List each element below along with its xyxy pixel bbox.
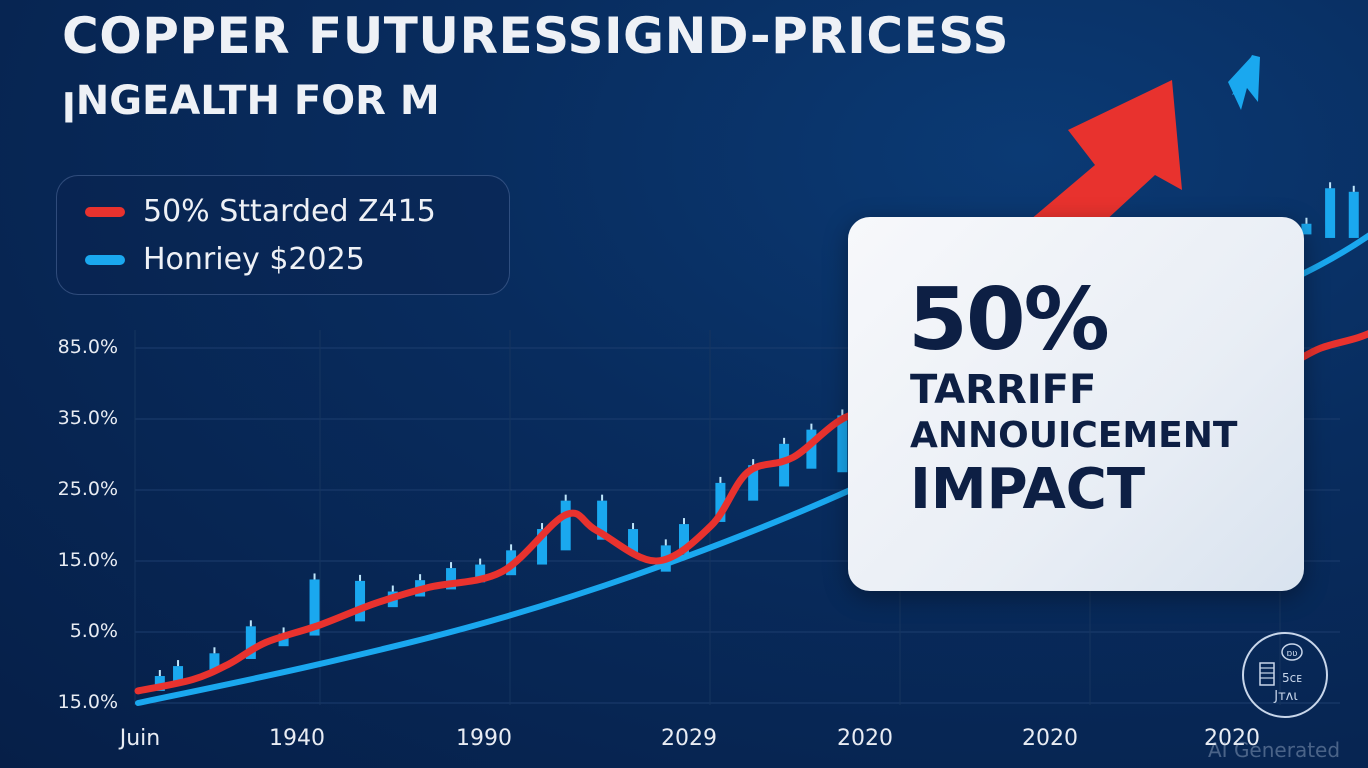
y-tick-label: 5.0%	[69, 620, 118, 642]
callout-line-3: IMPACT	[910, 457, 1146, 522]
legend-label: Honriey $2025	[143, 242, 365, 277]
bar-wick	[510, 544, 513, 551]
y-tick-label: 15.0%	[57, 691, 118, 713]
x-tick-label: 2020	[837, 726, 893, 751]
bar-wick	[541, 523, 544, 530]
bar	[679, 524, 689, 554]
bar-wick	[664, 539, 667, 546]
bar	[446, 568, 457, 590]
bar-wick	[158, 670, 161, 677]
bar-wick	[752, 459, 755, 466]
bar	[1301, 223, 1312, 235]
bar	[779, 443, 790, 487]
legend-swatch-red	[85, 206, 125, 217]
bar-wick	[249, 620, 252, 627]
bar	[748, 465, 759, 501]
bar	[355, 580, 366, 622]
bar	[806, 429, 817, 469]
bar-wick	[719, 476, 722, 483]
bar-wick	[213, 647, 216, 654]
bar-wick	[391, 585, 394, 592]
x-tick-label: Juin	[119, 726, 161, 751]
legend-item-blue: Honriey $2025	[85, 242, 365, 277]
x-tick-label: 2020	[1204, 726, 1260, 751]
legend-label: 50% Sttarded Z415	[143, 194, 436, 229]
chart-title: COPPER FUTURESSIGND-PRICESS	[62, 7, 1009, 65]
bar-wick	[1352, 185, 1355, 192]
bar-wick	[841, 409, 844, 416]
bar-wick	[1329, 182, 1332, 189]
ai-badge-logo-icon: ɒʋ 5ᴄᴇ Jᴛᴧι	[1242, 632, 1328, 718]
red-arrow-icon	[1030, 80, 1182, 235]
y-tick-label: 35.0%	[57, 407, 118, 429]
bar-wick	[479, 558, 482, 565]
callout-line-1: TARRIFF	[910, 367, 1097, 413]
bar-wick	[783, 437, 786, 444]
bar-wick	[419, 574, 422, 581]
svg-text:ɒʋ: ɒʋ	[1286, 649, 1297, 659]
bar-wick	[564, 494, 567, 501]
bar-wick	[632, 523, 635, 530]
bar	[475, 564, 486, 583]
blue-arrowhead-icon	[1228, 56, 1255, 110]
bar-wick	[601, 494, 604, 501]
bar	[1325, 188, 1336, 238]
ai-generated-watermark: AI Generated	[1208, 738, 1341, 762]
bar-wick	[683, 518, 685, 525]
y-tick-label: 25.0%	[57, 478, 118, 500]
x-tick-label: 2020	[1022, 726, 1078, 751]
legend: 50% Sttarded Z415 Honriey $2025	[56, 175, 510, 295]
legend-item-red: 50% Sttarded Z415	[85, 194, 436, 229]
bar	[837, 415, 848, 473]
x-tick-label: 1940	[269, 726, 325, 751]
bar-wick	[1305, 217, 1308, 224]
legend-swatch-blue	[85, 254, 125, 265]
bar-wick	[450, 562, 453, 569]
y-tick-label: 15.0%	[57, 549, 118, 571]
bar-wick	[810, 423, 813, 430]
bar-wick	[359, 574, 362, 581]
bar	[715, 482, 726, 522]
y-tick-label: 85.0%	[57, 336, 118, 358]
bar	[173, 666, 184, 686]
bar-wick	[313, 573, 316, 580]
x-tick-label: 2029	[661, 726, 717, 751]
callout-line-2: ANNOUICEMENT	[910, 415, 1238, 456]
bar	[209, 653, 220, 672]
bar	[560, 500, 571, 551]
callout-headline: 50%	[908, 270, 1110, 370]
bar	[537, 529, 548, 565]
tariff-callout-card: 50% TARRIFF ANNOUICEMENT IMPACT	[848, 217, 1304, 591]
svg-text:Jᴛᴧι: Jᴛᴧι	[1273, 689, 1298, 704]
bar	[597, 500, 608, 540]
bar	[1348, 191, 1359, 238]
bar	[628, 529, 639, 554]
x-tick-label: 1990	[456, 726, 512, 751]
svg-text:5ᴄᴇ: 5ᴄᴇ	[1282, 671, 1302, 685]
bar-wick	[282, 627, 285, 634]
bar	[245, 626, 256, 659]
bar-wick	[177, 660, 180, 667]
chart-subtitle: ꞁNGEALTH FOR M	[62, 78, 440, 124]
bar	[309, 579, 320, 636]
arrows	[1030, 55, 1260, 235]
